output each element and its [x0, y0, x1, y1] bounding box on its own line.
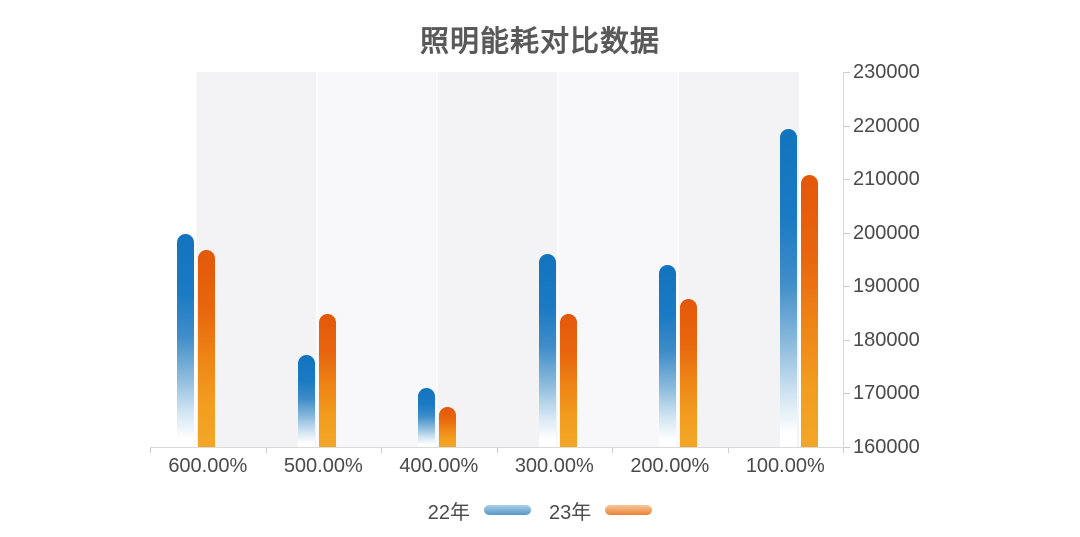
band-split-line: [556, 72, 559, 447]
plot-area: [150, 72, 843, 447]
x-axis-tick: [265, 448, 267, 453]
y-axis-tick: [844, 339, 850, 341]
bar-blue-cat1: [177, 233, 194, 447]
bar-blue-cat2: [297, 355, 315, 447]
x-tick-label: 200.00%: [630, 455, 710, 477]
bar-blue-cat6: [779, 128, 797, 447]
x-tick-label: 600.00%: [168, 455, 248, 477]
background-band: [437, 72, 558, 447]
y-axis-tick: [844, 232, 850, 234]
blue-gradient-swatch: [484, 505, 531, 515]
x-axis-tick: [496, 448, 498, 453]
y-tick-label: 180000: [853, 328, 920, 351]
orange-gradient-swatch: [605, 505, 653, 515]
background-band: [196, 72, 317, 447]
bar-orange-cat3: [439, 407, 456, 447]
legend-item-series22: 22年: [428, 496, 531, 525]
bar-orange-cat1: [198, 249, 215, 447]
x-tick-label: 500.00%: [283, 455, 363, 477]
y-tick-label: 160000: [853, 436, 920, 458]
bar-blue-cat4: [538, 253, 556, 447]
y-axis-tick: [844, 286, 850, 288]
y-axis-tick: [844, 72, 850, 73]
y-tick-label: 220000: [853, 114, 920, 137]
y-tick-label: 230000: [853, 61, 920, 83]
x-axis-tick: [150, 448, 151, 453]
y-axis-tick: [844, 393, 850, 395]
background-band: [678, 72, 799, 447]
x-axis-tick: [381, 448, 382, 453]
x-axis-tick: [843, 448, 844, 453]
legend-label: 23年: [549, 501, 592, 524]
legend-label: 22年: [427, 501, 470, 524]
band-split-line: [195, 72, 197, 447]
x-axis-tick: [612, 448, 613, 453]
background-band: [557, 72, 678, 447]
band-split-line: [677, 72, 679, 447]
bar-blue-cat3: [418, 388, 435, 447]
x-tick-label: 400.00%: [399, 455, 479, 477]
x-axis-line: [150, 447, 844, 448]
y-axis-tick: [844, 179, 850, 181]
chart-title: 照明能耗对比数据: [419, 26, 660, 58]
y-tick-label: 210000: [853, 168, 920, 191]
y-axis-tick: [844, 447, 850, 448]
background-band: [316, 72, 437, 447]
bar-orange-cat2: [318, 314, 336, 447]
bar-blue-cat5: [659, 265, 676, 447]
y-tick-label: 200000: [853, 221, 920, 244]
x-axis-tick: [727, 448, 729, 453]
bar-orange-cat6: [800, 175, 818, 447]
x-tick-label: 100.00%: [745, 455, 825, 477]
x-tick-label: 300.00%: [514, 455, 594, 477]
y-axis-tick: [844, 125, 850, 127]
band-split-line: [315, 72, 318, 447]
legend-item-series23: 23年: [549, 496, 653, 525]
y-axis-line: [843, 72, 844, 448]
y-tick-label: 190000: [853, 275, 920, 298]
bar-orange-cat5: [680, 298, 697, 447]
y-tick-label: 170000: [853, 382, 920, 405]
bar-orange-cat4: [559, 313, 577, 447]
legend: 22年 23年: [0, 496, 1080, 525]
band-split-line: [436, 72, 438, 447]
